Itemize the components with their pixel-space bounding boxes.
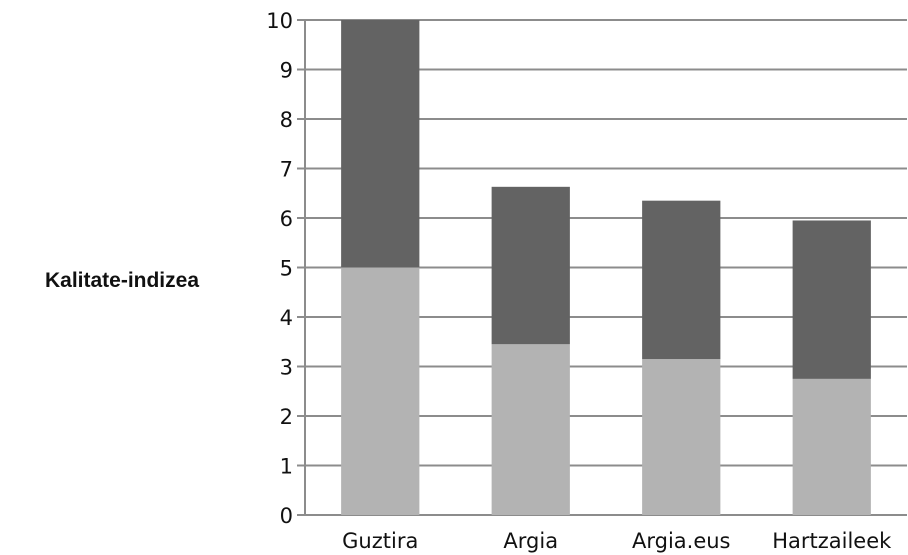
y-tick-label: 0: [280, 504, 293, 528]
x-tick-label: Argia.eus: [632, 529, 731, 553]
y-axis-label: Kalitate-indizea: [45, 269, 199, 292]
bar-segment: [491, 344, 570, 515]
y-tick-label: 7: [280, 158, 293, 182]
bar-segment: [642, 359, 721, 515]
bars: [341, 20, 871, 515]
y-tick-label: 9: [280, 59, 293, 83]
bar-segment: [792, 220, 871, 379]
tick-labels: 0 1 2 3 4 5 6 7 8 9 10 Guztira Argia Argia.eus Hartzai…: [266, 9, 892, 553]
y-tick-label: 4: [280, 306, 293, 330]
x-tick-label: Argia: [503, 529, 558, 553]
y-tick-label: 5: [280, 257, 293, 281]
bar-segment: [341, 267, 420, 515]
x-tick-label: Hartzaileek: [772, 529, 892, 553]
y-tick-label: 3: [280, 356, 293, 380]
x-tick-label: Guztira: [342, 529, 418, 553]
y-tick-label: 1: [280, 455, 293, 479]
bar-segment: [341, 20, 420, 268]
y-tick-label: 2: [280, 405, 293, 429]
y-tick-label: 8: [280, 108, 293, 132]
bar-segment: [792, 378, 871, 515]
y-tick-label: 6: [280, 207, 293, 231]
bar-segment: [642, 200, 721, 360]
y-tick-label: 10: [266, 9, 293, 33]
bar-segment: [491, 186, 570, 345]
axes: [297, 19, 306, 516]
